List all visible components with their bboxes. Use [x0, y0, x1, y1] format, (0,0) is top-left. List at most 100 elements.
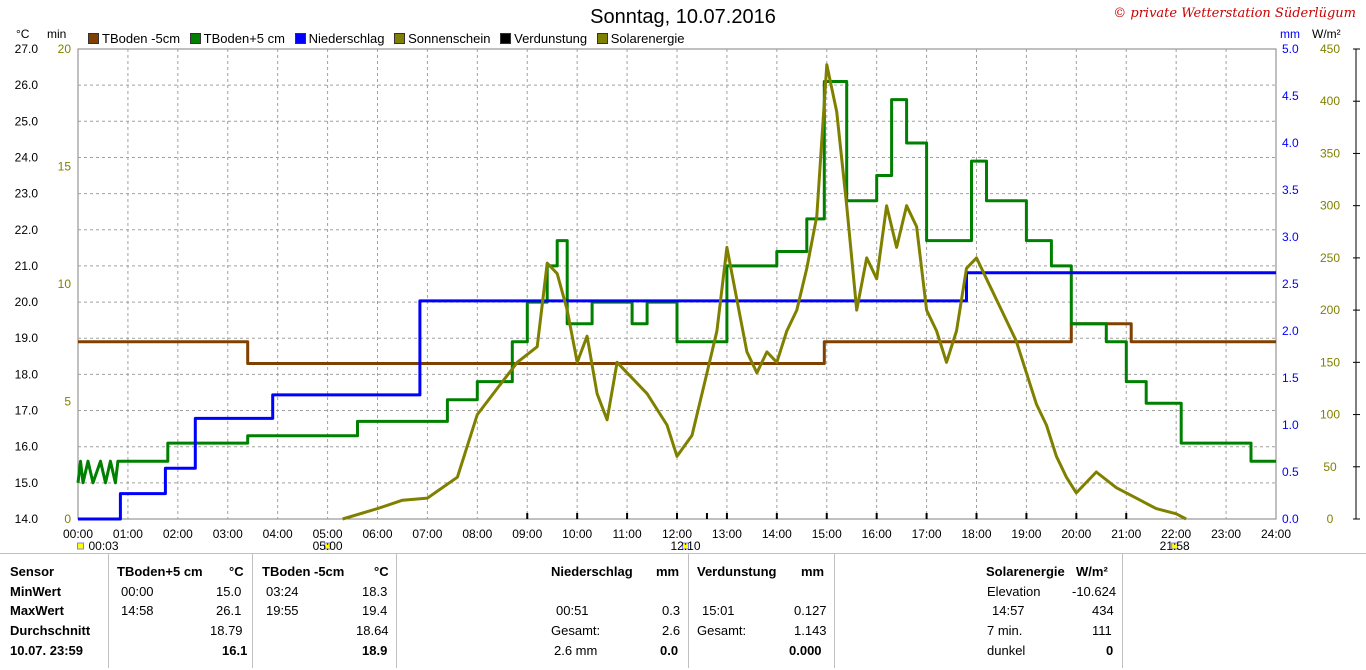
- solar-tick-label: 300: [1320, 199, 1340, 213]
- series-line: [76, 80, 1276, 485]
- chart-legend: TBoden -5cm TBoden+5 cm Niederschlag Son…: [88, 31, 690, 46]
- temp-tick-label: 25.0: [15, 114, 39, 128]
- x-tick-label: 05:00: [313, 527, 343, 541]
- temp-tick-label: 27.0: [15, 42, 39, 56]
- sunshine-tick-label: 15: [58, 160, 72, 174]
- x-tick-label: 02:00: [163, 527, 193, 541]
- x-tick-label: 15:00: [812, 527, 842, 541]
- chart-plot: [76, 63, 1276, 521]
- sunshine-tick-label: 5: [64, 395, 71, 409]
- solar-tick-label: 250: [1320, 251, 1340, 265]
- precip-tick-label: 1.5: [1282, 371, 1299, 385]
- x-tick-label: 19:00: [1011, 527, 1041, 541]
- sunshine-tick-label: 20: [58, 42, 72, 56]
- x-tick-label: 07:00: [412, 527, 442, 541]
- x-tick-label: 16:00: [862, 527, 892, 541]
- temp-tick-label: 19.0: [15, 331, 39, 345]
- solar-tick-label: 400: [1320, 94, 1340, 108]
- x-tick-label: 12:00: [662, 527, 692, 541]
- temp-tick-label: 16.0: [15, 440, 39, 454]
- event-marker-label: 05:00: [313, 539, 343, 553]
- unit-wm2: W/m²: [1312, 27, 1341, 41]
- x-tick-label: 00:00: [63, 527, 93, 541]
- precip-tick-label: 4.0: [1282, 136, 1299, 150]
- temp-tick-label: 24.0: [15, 150, 39, 164]
- x-tick-label: 22:00: [1161, 527, 1191, 541]
- solar-tick-label: 150: [1320, 355, 1340, 369]
- series-line: [78, 322, 1276, 365]
- stats-header-tboden-5: TBoden -5cm: [262, 564, 345, 579]
- legend-swatch: [500, 33, 512, 44]
- event-marker-icon: [681, 542, 689, 550]
- series-line: [342, 63, 1187, 521]
- precip-tick-label: 5.0: [1282, 42, 1299, 56]
- chart-title: Sonntag, 10.07.2016: [590, 6, 776, 28]
- temp-tick-label: 17.0: [15, 404, 39, 418]
- legend-item: Solarenergie: [596, 31, 684, 46]
- solar-tick-label: 50: [1323, 460, 1337, 474]
- event-marker-label: 00:03: [88, 539, 118, 553]
- event-marker-icon: [324, 542, 332, 550]
- temp-tick-label: 15.0: [15, 476, 39, 490]
- event-marker-label: 12:10: [670, 539, 700, 553]
- solar-tick-label: 350: [1320, 146, 1340, 160]
- x-tick-label: 03:00: [213, 527, 243, 541]
- x-tick-label: 01:00: [113, 527, 143, 541]
- precip-tick-label: 3.0: [1282, 230, 1299, 244]
- temp-tick-label: 22.0: [15, 223, 39, 237]
- legend-item: Sonnenschein: [394, 31, 491, 46]
- precip-tick-label: 2.5: [1282, 277, 1299, 291]
- unit-mm: mm: [1280, 27, 1300, 41]
- x-tick-label: 10:00: [562, 527, 592, 541]
- stats-header-niederschlag: Niederschlag: [551, 564, 633, 579]
- unit-min: min: [47, 27, 67, 41]
- legend-item: Verdunstung: [500, 31, 587, 46]
- x-tick-label: 20:00: [1061, 527, 1091, 541]
- precip-tick-label: 0.0: [1282, 512, 1299, 526]
- temp-tick-label: 20.0: [15, 295, 39, 309]
- legend-swatch: [294, 33, 306, 44]
- x-tick-label: 11:00: [613, 527, 642, 541]
- legend-swatch: [88, 33, 99, 44]
- sunshine-tick-label: 10: [58, 277, 72, 291]
- precip-tick-label: 1.0: [1282, 418, 1299, 432]
- x-tick-label: 09:00: [512, 527, 542, 541]
- event-marker-label: 21:58: [1160, 539, 1190, 553]
- stats-table: Sensor TBoden+5 cm °C TBoden -5cm °C Nie…: [10, 564, 1117, 658]
- precip-tick-label: 3.5: [1282, 183, 1299, 197]
- x-tick-label: 06:00: [362, 527, 392, 541]
- stats-header-verdunstung: Verdunstung: [697, 564, 777, 579]
- stats-header-sensor: Sensor: [10, 564, 55, 579]
- solar-tick-label: 450: [1320, 42, 1340, 56]
- legend-swatch: [596, 33, 608, 44]
- legend-item: TBoden -5cm: [88, 31, 180, 46]
- sunshine-tick-label: 0: [64, 512, 71, 526]
- temp-tick-label: 21.0: [15, 259, 39, 273]
- precip-tick-label: 4.5: [1282, 89, 1299, 103]
- x-tick-label: 13:00: [712, 527, 742, 541]
- legend-item: Niederschlag: [294, 31, 384, 46]
- legend-swatch: [189, 33, 201, 44]
- unit-temp: °C: [16, 27, 30, 41]
- x-tick-label: 17:00: [912, 527, 942, 541]
- copyright-label: © private Wetterstation Süderlügum: [1113, 6, 1356, 21]
- temp-tick-label: 18.0: [15, 367, 39, 381]
- x-tick-label: 04:00: [263, 527, 293, 541]
- event-marker-icon: [1171, 542, 1179, 550]
- solar-tick-label: 100: [1320, 408, 1340, 422]
- x-tick-label: 23:00: [1211, 527, 1241, 541]
- x-tick-label: 14:00: [762, 527, 792, 541]
- x-tick-label: 18:00: [961, 527, 991, 541]
- temp-tick-label: 26.0: [15, 78, 39, 92]
- chart-grid: [77, 48, 1277, 520]
- precip-tick-label: 0.5: [1282, 465, 1299, 479]
- x-tick-label: 24:00: [1261, 527, 1291, 541]
- legend-swatch: [394, 33, 406, 44]
- x-tick-label: 21:00: [1111, 527, 1141, 541]
- stats-header-solar: Solarenergie: [986, 564, 1065, 579]
- temp-tick-label: 23.0: [15, 187, 39, 201]
- chart-axes: 00:00 01:00 02:00 03:00 04:00 05:00 06:00 07:00…: [15, 42, 1360, 553]
- precip-tick-label: 2.0: [1282, 324, 1299, 338]
- event-marker-icon: [76, 542, 84, 550]
- stats-header-tboden5: TBoden+5 cm: [117, 564, 203, 579]
